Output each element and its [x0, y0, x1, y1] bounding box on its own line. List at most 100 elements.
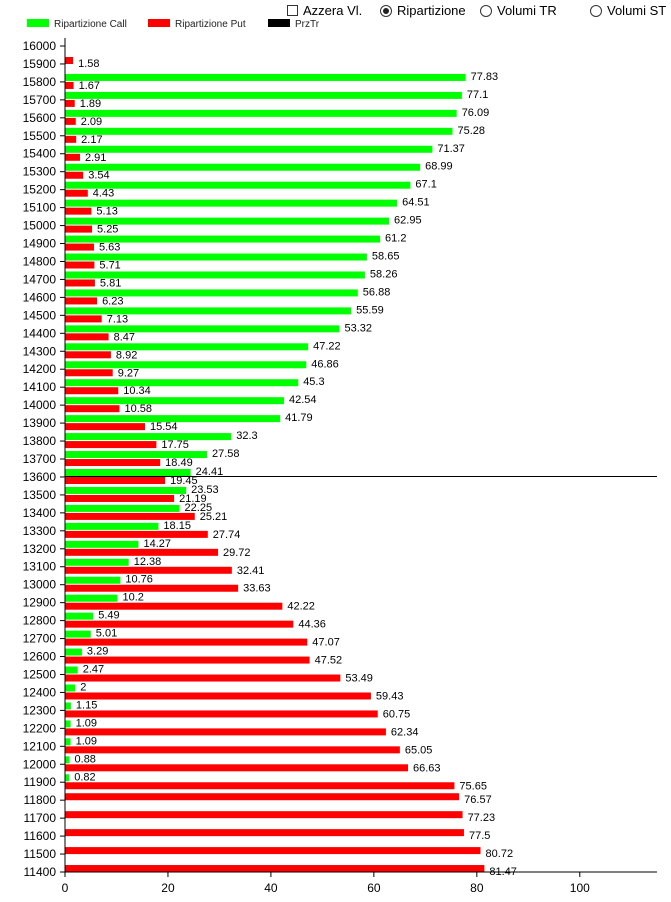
- put-bar: [65, 620, 294, 628]
- put-value-label: 44.36: [298, 619, 326, 631]
- put-value-label: 25.21: [200, 511, 228, 523]
- y-tick-label: 11400: [24, 865, 57, 879]
- x-tick-label: 0: [62, 881, 69, 895]
- call-value-label: 77.83: [471, 71, 499, 83]
- y-tick-label: 14400: [23, 326, 57, 340]
- radio-volumi-st[interactable]: Volumi ST: [590, 3, 666, 18]
- put-value-label: 4.43: [93, 188, 114, 200]
- put-value-label: 47.52: [315, 655, 343, 667]
- put-value-label: 10.58: [124, 403, 152, 415]
- put-value-label: 7.13: [107, 313, 128, 325]
- call-value-label: 10.2: [123, 592, 144, 604]
- legend-label: Ripartizione Call: [54, 19, 127, 30]
- put-bar: [65, 117, 76, 125]
- y-tick-label: 14000: [23, 398, 57, 412]
- y-tick-label: 12600: [23, 650, 57, 664]
- put-bar: [65, 829, 464, 837]
- reset-checkbox[interactable]: Azzera Vl.: [287, 3, 362, 18]
- call-value-label: 47.22: [313, 340, 341, 352]
- put-bar: [65, 728, 386, 736]
- put-value-label: 21.19: [179, 493, 207, 505]
- call-value-label: 64.51: [402, 197, 430, 209]
- put-value-label: 59.43: [376, 690, 404, 702]
- call-value-label: 12.38: [134, 556, 162, 568]
- call-value-label: 24.41: [196, 466, 224, 478]
- put-value-label: 3.54: [88, 170, 109, 182]
- put-value-label: 8.47: [114, 331, 135, 343]
- x-tick-label: 40: [264, 881, 278, 895]
- put-value-label: 60.75: [383, 708, 411, 720]
- call-value-label: 55.59: [356, 304, 384, 316]
- call-bar: [65, 199, 398, 207]
- y-tick-label: 15400: [23, 147, 57, 161]
- y-tick-label: 14800: [23, 254, 57, 268]
- put-value-label: 18.49: [165, 457, 193, 469]
- put-value-label: 1.67: [79, 80, 100, 92]
- call-bar: [65, 576, 121, 584]
- call-value-label: 76.09: [462, 107, 490, 119]
- y-tick-label: 14500: [23, 308, 57, 322]
- y-tick-label: 14700: [23, 272, 57, 286]
- chart-legend: Ripartizione Call Ripartizione Put PrzTr: [27, 19, 320, 30]
- radio-button-volumi-st[interactable]: [590, 4, 602, 17]
- y-tick-label: 11600: [24, 829, 57, 843]
- call-value-label: 77.1: [467, 89, 488, 101]
- y-tick-label: 16000: [23, 39, 57, 53]
- call-bar: [65, 522, 159, 530]
- radio-ripartizione[interactable]: Ripartizione: [380, 3, 466, 18]
- call-bar: [65, 325, 340, 333]
- call-value-label: 67.1: [415, 179, 436, 191]
- put-bar: [65, 865, 485, 873]
- y-axis: 16000 15900 15800 15700 15600 15500 15400 15300…: [23, 38, 66, 879]
- put-value-label: 5.63: [99, 242, 120, 254]
- put-bar: [65, 441, 157, 449]
- put-value-label: 5.81: [100, 277, 121, 289]
- radio-button-volumi-tr[interactable]: [480, 4, 492, 17]
- y-tick-label: 11900: [24, 775, 57, 789]
- y-tick-label: 12800: [23, 614, 57, 628]
- checkbox-box[interactable]: [287, 5, 298, 16]
- put-bar: [65, 674, 341, 682]
- call-bar: [65, 289, 358, 297]
- put-value-label: 1.58: [78, 58, 99, 70]
- legend-swatch: [148, 19, 170, 27]
- put-bar: [65, 811, 463, 819]
- put-bar: [65, 333, 109, 341]
- call-value-label: 22.25: [185, 502, 213, 514]
- x-tick-label: 60: [367, 881, 381, 895]
- call-bar: [65, 73, 466, 81]
- y-tick-label: 12900: [23, 596, 57, 610]
- y-tick-label: 14600: [23, 290, 57, 304]
- call-bar: [65, 702, 71, 710]
- call-bar: [65, 307, 352, 315]
- y-tick-label: 11500: [24, 847, 57, 861]
- y-tick-label: 13600: [23, 470, 57, 484]
- put-bar: [65, 351, 111, 359]
- call-bar: [65, 486, 187, 494]
- call-value-label: 14.27: [143, 538, 171, 550]
- call-bar: [65, 271, 365, 279]
- call-bar: [65, 594, 118, 602]
- put-bar: [65, 405, 120, 413]
- put-bar: [65, 602, 283, 610]
- call-bar: [65, 720, 71, 728]
- put-bar: [65, 477, 166, 484]
- call-bar: [65, 469, 191, 476]
- y-tick-label: 15100: [23, 201, 57, 215]
- y-tick-label: 15900: [23, 57, 57, 71]
- y-tick-label: 14100: [23, 380, 57, 394]
- call-value-label: 5.49: [98, 610, 119, 622]
- radio-button-ripartizione[interactable]: [380, 4, 392, 17]
- put-bar: [65, 135, 77, 143]
- put-bar: [65, 494, 175, 502]
- x-axis: 0 20 40 60 80 100: [62, 871, 657, 895]
- call-bar: [65, 379, 299, 387]
- legend-label: PrzTr: [295, 19, 320, 30]
- radio-volumi-tr[interactable]: Volumi TR: [480, 3, 557, 18]
- put-value-label: 80.72: [486, 848, 514, 860]
- put-bar: [65, 692, 371, 700]
- put-bar: [65, 566, 232, 574]
- put-bar: [65, 423, 145, 431]
- call-value-label: 71.37: [437, 143, 465, 155]
